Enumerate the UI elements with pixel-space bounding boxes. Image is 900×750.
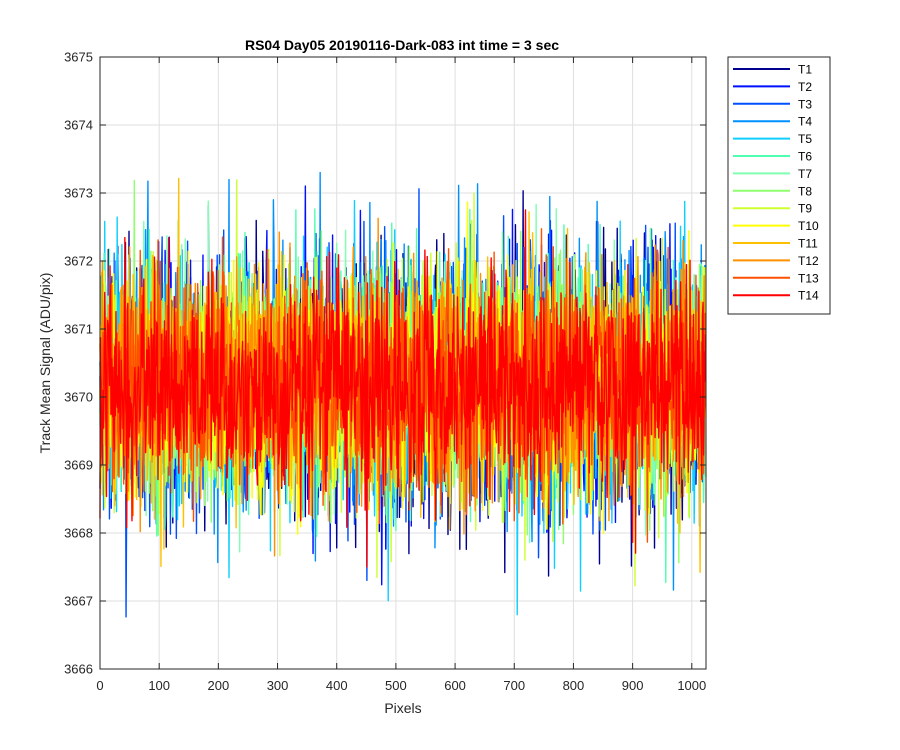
- legend-label-t6: T6: [798, 150, 812, 164]
- x-tick-label: 0: [96, 678, 103, 693]
- y-tick-label: 3675: [64, 50, 93, 65]
- y-tick-label: 3669: [64, 458, 93, 473]
- x-tick-label: 200: [208, 678, 230, 693]
- legend-label-t7: T7: [798, 167, 812, 181]
- series-layer: [99, 171, 707, 618]
- y-tick-label: 3674: [64, 118, 93, 133]
- x-tick-label: 600: [444, 678, 466, 693]
- x-tick-label: 300: [267, 678, 289, 693]
- x-tick-label: 800: [563, 678, 585, 693]
- series-line-t13: [99, 228, 707, 543]
- x-tick-label: 700: [503, 678, 525, 693]
- legend-label-t10: T10: [798, 219, 819, 233]
- legend-label-t2: T2: [798, 80, 812, 94]
- y-tick-label: 3667: [64, 594, 93, 609]
- x-tick-label: 500: [385, 678, 407, 693]
- x-axis-label: Pixels: [384, 700, 421, 716]
- legend: T1 T2 T3 T4 T5 T6 T7 T8 T9 T10 T11 T12 T13 T14: [727, 56, 831, 315]
- x-tick-label: 1000: [677, 678, 706, 693]
- y-tick-label: 3666: [64, 662, 93, 677]
- x-tick-label: 400: [326, 678, 348, 693]
- legend-label-t9: T9: [798, 202, 812, 216]
- y-tick-label: 3671: [64, 322, 93, 337]
- ticks: 0 100 200 300 400 500 600 700 800 900 1000 3666 3667…: [64, 50, 706, 694]
- legend-label-t1: T1: [798, 63, 812, 77]
- legend-label-t4: T4: [798, 115, 812, 129]
- legend-label-t14: T14: [798, 289, 819, 303]
- legend-label-t5: T5: [798, 132, 812, 146]
- plot-area: 0 100 200 300 400 500 600 700 800 900 1000 3666 3667…: [64, 50, 707, 694]
- legend-box: [727, 56, 831, 315]
- legend-label-t11: T11: [798, 237, 818, 251]
- x-tick-label: 100: [148, 678, 170, 693]
- y-tick-label: 3670: [64, 390, 93, 405]
- y-tick-label: 3673: [64, 186, 93, 201]
- series-line-t14: [99, 209, 707, 568]
- chart-title: RS04 Day05 20190116-Dark-083 int time = …: [245, 37, 559, 53]
- legend-label-t8: T8: [798, 184, 812, 198]
- legend-label-t3: T3: [798, 97, 812, 111]
- legend-label-t12: T12: [798, 254, 819, 268]
- y-tick-label: 3668: [64, 526, 93, 541]
- x-tick-label: 900: [622, 678, 644, 693]
- y-tick-label: 3672: [64, 254, 93, 269]
- y-axis-label: Track Mean Signal (ADU/pix): [37, 273, 53, 454]
- legend-label-t13: T13: [798, 271, 819, 285]
